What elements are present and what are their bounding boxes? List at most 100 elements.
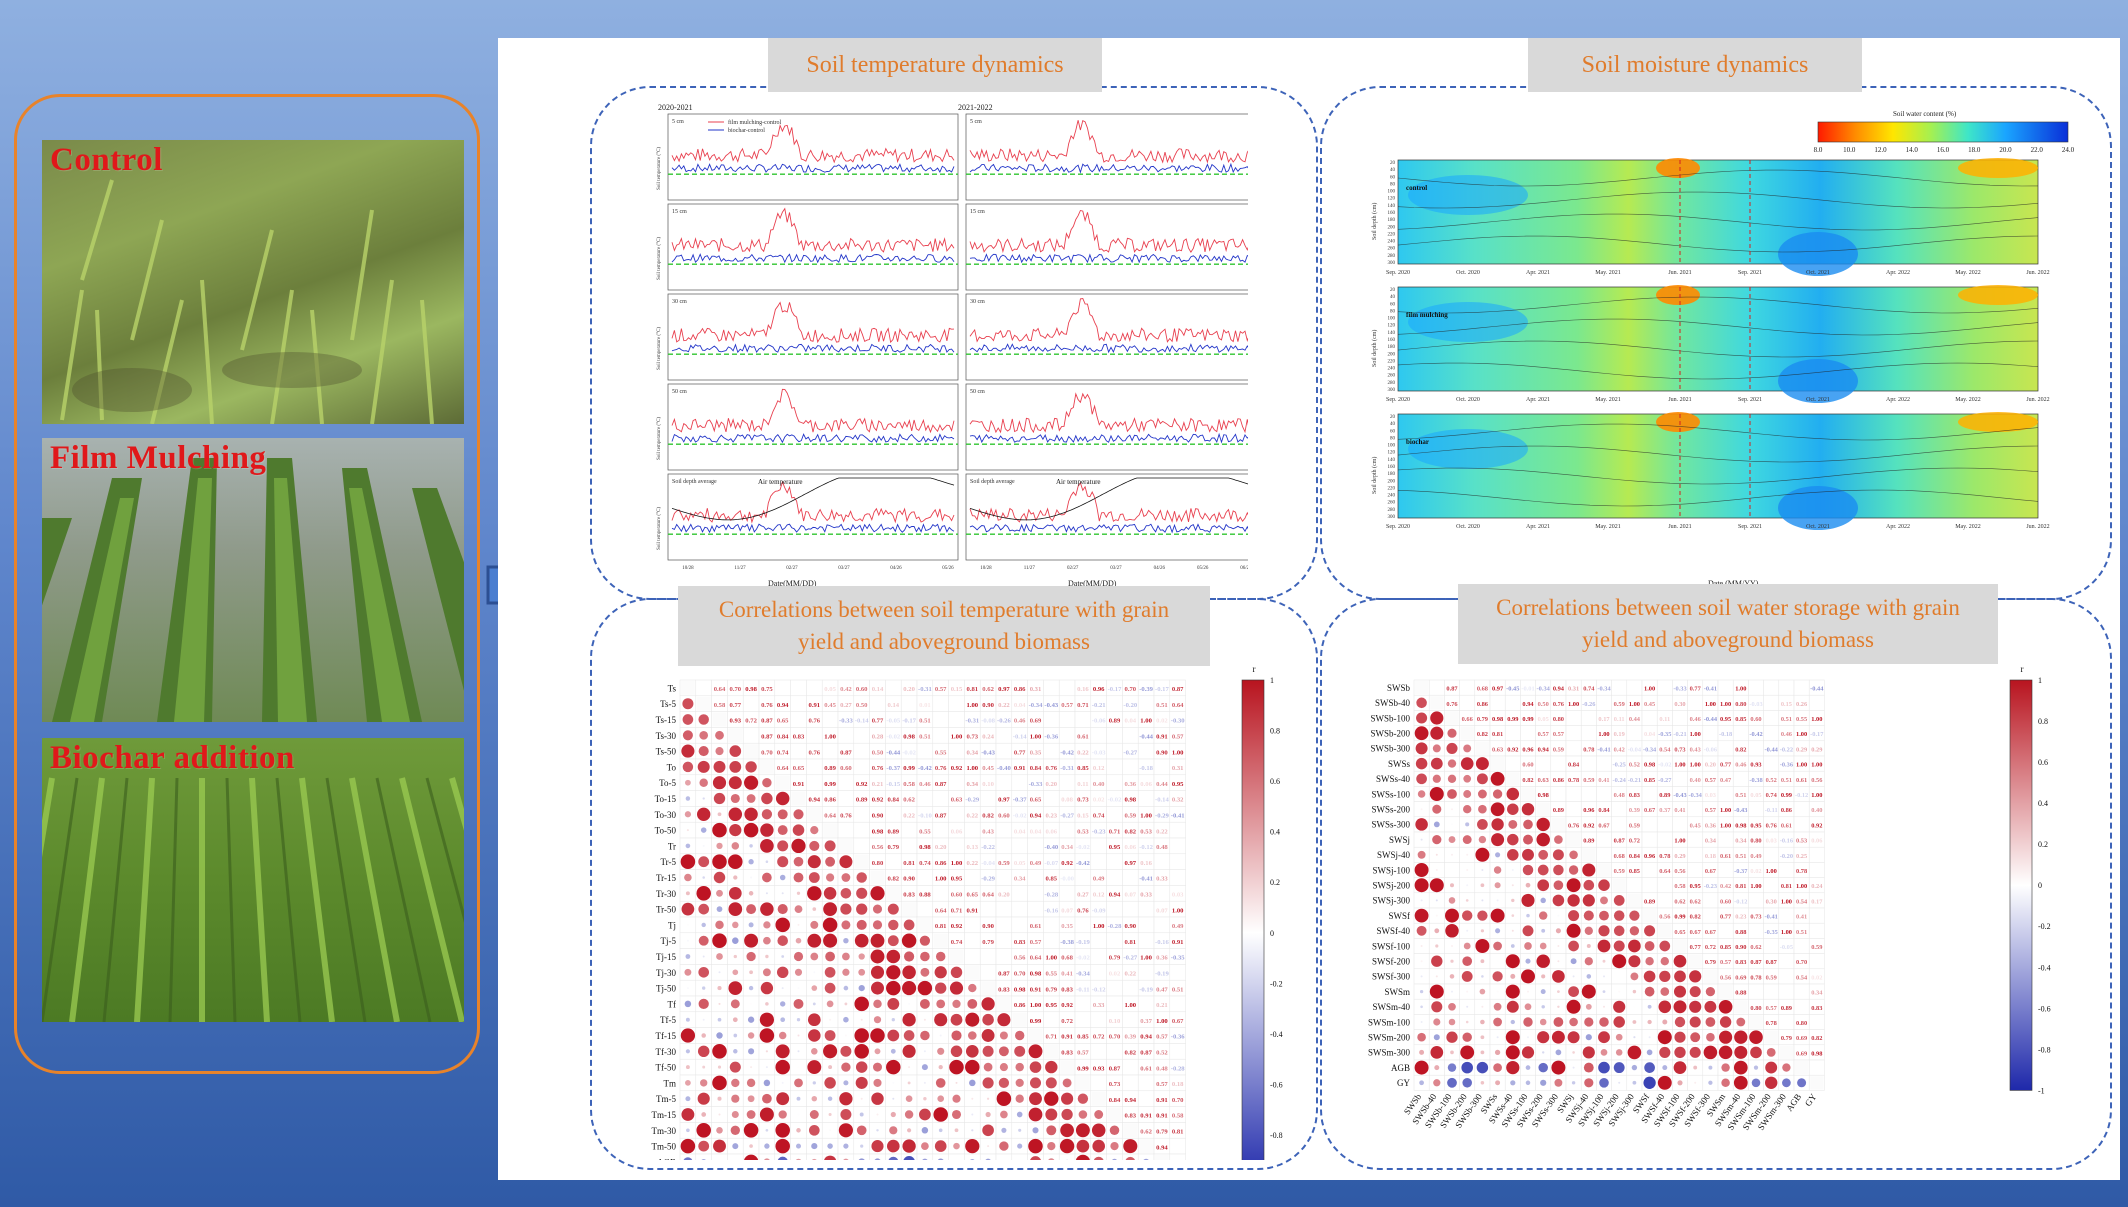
correlation-circle	[1429, 984, 1444, 999]
wet-spot	[1778, 232, 1858, 276]
correlation-value: 0.16	[1077, 686, 1089, 693]
correlation-circle	[902, 965, 916, 980]
correlation-value: -0.29	[1155, 812, 1169, 819]
matrix-cell	[1169, 964, 1186, 981]
correlation-value: 0.92	[856, 781, 868, 788]
correlation-circle	[982, 1045, 994, 1057]
matrix-cell	[1011, 774, 1028, 791]
correlation-circle	[686, 829, 689, 832]
correlation-value: 1.00	[1781, 929, 1792, 936]
diagonal-cell	[997, 997, 1011, 1011]
correlation-circle	[1658, 1000, 1672, 1014]
correlation-value: -0.29	[981, 876, 995, 883]
correlation-value: 0.64	[1659, 868, 1671, 875]
correlation-circle	[922, 1158, 928, 1160]
matrix-cell	[1626, 877, 1643, 894]
correlation-circle	[811, 1048, 818, 1055]
correlation-value: 0.87	[935, 781, 947, 788]
matrix-cell	[1717, 862, 1734, 878]
correlation-circle	[920, 967, 930, 977]
correlation-value: 0.82	[1811, 1035, 1822, 1042]
correlation-value: 0.06	[951, 828, 963, 835]
correlation-value: 0.84	[1598, 807, 1610, 814]
wheat-sparse-illustration	[60, 179, 434, 424]
correlation-circle	[1673, 1061, 1687, 1074]
heatmap-field	[1397, 159, 2039, 265]
correlation-value: 0.26	[1796, 701, 1807, 708]
correlation-value: -0.14	[1013, 733, 1027, 740]
treatment-photos-panel	[14, 94, 480, 1074]
correlation-circle	[1420, 899, 1423, 902]
correlation-circle	[1435, 853, 1438, 856]
matrix-cell	[806, 679, 823, 697]
correlation-value: 0.92	[1583, 822, 1594, 829]
correlation-circle	[1044, 1091, 1059, 1106]
correlation-circle	[1494, 1049, 1501, 1056]
correlation-circle	[686, 923, 689, 926]
y-tick-label: 280	[1388, 508, 1396, 513]
y-tick-label: 240	[1388, 494, 1396, 499]
correlation-circle	[1510, 1019, 1515, 1025]
colorbar-title: r	[2021, 664, 2024, 674]
correlation-circle	[1415, 757, 1428, 770]
correlation-value: 0.50	[872, 749, 884, 756]
correlation-circle	[702, 797, 705, 800]
correlation-circle	[716, 1127, 723, 1134]
matrix-cell	[964, 821, 981, 839]
correlation-colorbar	[2009, 679, 2033, 1091]
correlation-circle	[811, 1095, 818, 1102]
correlation-value: 0.64	[1030, 955, 1042, 962]
diagonal-cell	[1060, 1060, 1074, 1074]
correlation-value: 0.76	[1568, 822, 1579, 829]
matrix-cell	[1043, 916, 1060, 934]
correlation-value: 0.43	[982, 828, 994, 835]
correlation-value: -0.42	[1076, 860, 1090, 867]
correlation-circle	[1143, 1158, 1149, 1160]
correlation-circle	[765, 1050, 769, 1053]
correlation-value: 0.56	[1014, 955, 1026, 962]
matrix-cell	[1137, 995, 1155, 1013]
correlation-value: 0.33	[1093, 1002, 1105, 1009]
correlation-value: 0.94	[1109, 891, 1121, 898]
film-mulching-photo: Film Mulching	[42, 438, 464, 722]
correlation-circle	[732, 921, 739, 929]
diagonal-cell	[886, 886, 901, 901]
correlation-circle	[1032, 1127, 1039, 1134]
correlation-circle	[1557, 914, 1560, 917]
correlation-circle	[1505, 1030, 1520, 1045]
correlation-value: 0.14	[888, 702, 900, 709]
correlation-circle	[1478, 835, 1487, 844]
colorbar-tick: 16.0	[1937, 146, 1950, 154]
correlation-value: 0.82	[1125, 828, 1137, 835]
colorbar-tick: -0.4	[2038, 963, 2051, 972]
correlation-circle	[1496, 960, 1499, 963]
correlation-value: 0.24	[1811, 883, 1823, 890]
correlation-value: -0.37	[1013, 797, 1027, 804]
matrix-cell	[1137, 900, 1155, 918]
correlation-circle	[1536, 954, 1550, 968]
correlation-circle	[776, 1092, 790, 1106]
correlation-value: 0.98	[1735, 822, 1746, 829]
correlation-value: 0.34	[1061, 844, 1073, 851]
correlation-circle	[775, 791, 790, 806]
correlation-value: 0.36	[1156, 955, 1168, 962]
correlation-circle	[712, 1044, 727, 1059]
correlation-circle	[1551, 1030, 1565, 1044]
correlation-value: 0.99	[1077, 1065, 1089, 1072]
correlation-circle	[811, 1158, 817, 1160]
contour-line	[1397, 213, 2039, 231]
correlation-circle	[686, 939, 689, 942]
correlation-value: 1.00	[1766, 868, 1777, 875]
correlation-value: 0.57	[1030, 939, 1042, 946]
correlation-value: 0.94	[1030, 812, 1042, 819]
correlation-circle	[938, 1064, 943, 1070]
correlation-circle	[1524, 942, 1532, 950]
correlation-circle	[1465, 899, 1469, 902]
correlation-value: 0.10	[982, 781, 994, 788]
correlation-value: 0.73	[1750, 914, 1761, 921]
correlation-circle	[812, 1002, 816, 1006]
matrix-cell	[1611, 801, 1628, 818]
correlation-value: 0.17	[1598, 716, 1610, 723]
